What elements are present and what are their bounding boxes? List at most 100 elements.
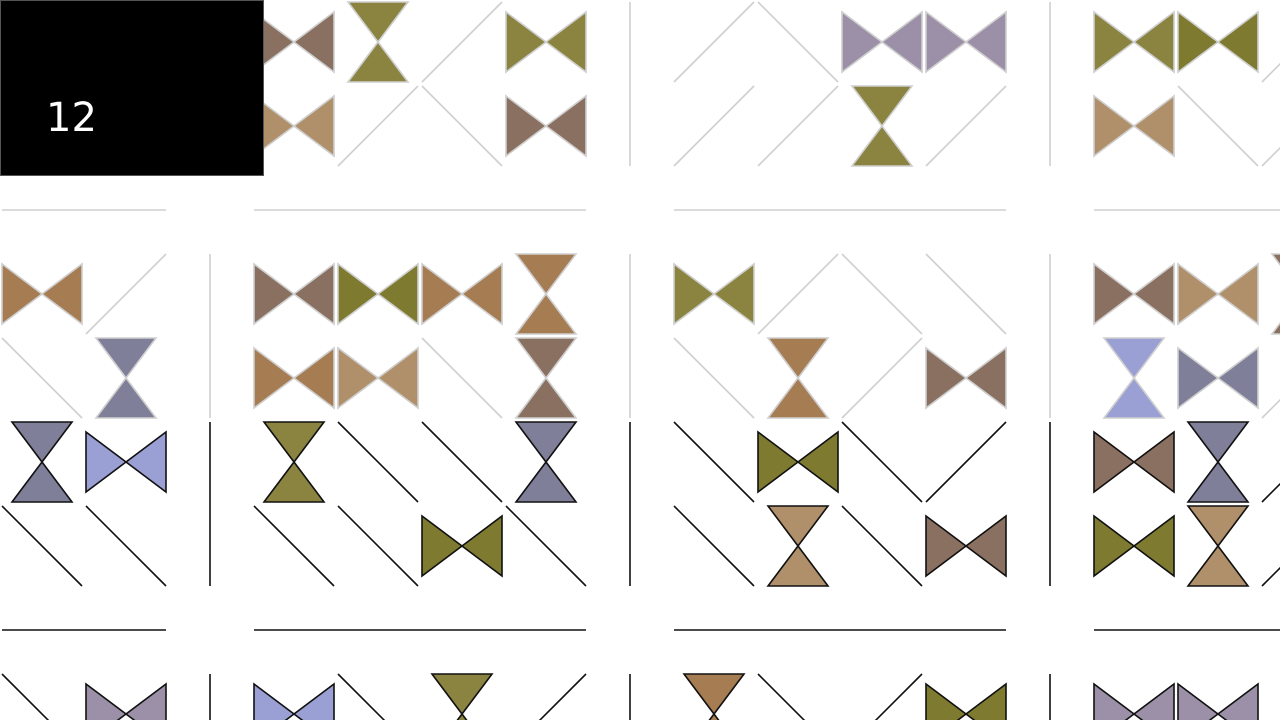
- bowtie-wing: [421, 514, 464, 578]
- bowtie-wing: [1132, 430, 1175, 494]
- tile-diagonal: [673, 1, 755, 83]
- bowtie-wing: [346, 1, 410, 44]
- bowtie-wing: [1216, 262, 1259, 326]
- bowtie-wing: [292, 10, 335, 74]
- bowtie-wing: [514, 292, 578, 335]
- bowtie-wing: [1093, 94, 1136, 158]
- bowtie-wing: [712, 262, 755, 326]
- bowtie-wing: [514, 376, 578, 419]
- tile-diagonal: [874, 673, 923, 720]
- tile-diagonal: [421, 85, 503, 167]
- tile-diagonal: [841, 253, 923, 335]
- bowtie-wing: [1216, 682, 1259, 720]
- bowtie-wing: [1093, 10, 1136, 74]
- bowtie-wing: [430, 673, 494, 716]
- tile-diagonal: [757, 253, 839, 335]
- tile-diagonal: [421, 337, 503, 419]
- bowtie-wing: [1186, 421, 1250, 464]
- tile-diagonal: [841, 337, 923, 419]
- tile-diagonal: [673, 337, 755, 419]
- bowtie-wing: [1093, 682, 1136, 720]
- counter: 12: [46, 95, 97, 141]
- bowtie-wing: [85, 430, 128, 494]
- bowtie-wing: [456, 712, 468, 720]
- tile-diagonal: [1177, 85, 1259, 167]
- bowtie-wing: [1177, 262, 1220, 326]
- bowtie-wing: [253, 262, 296, 326]
- bowtie-wing: [1093, 514, 1136, 578]
- bowtie-wing: [1216, 10, 1259, 74]
- bowtie-wing: [964, 10, 1007, 74]
- tile-diagonal: [757, 85, 839, 167]
- bowtie-wing: [1102, 376, 1166, 419]
- bowtie-wing: [505, 10, 548, 74]
- bowtie-wing: [1132, 262, 1175, 326]
- bowtie-wing: [514, 253, 578, 296]
- tile-diagonal: [1261, 398, 1280, 419]
- bowtie-wing: [1132, 514, 1175, 578]
- bowtie-wing: [253, 682, 296, 720]
- bowtie-wing: [124, 430, 167, 494]
- bowtie-wing: [460, 514, 503, 578]
- bowtie-wing: [673, 262, 716, 326]
- bowtie-wing: [1177, 682, 1220, 720]
- tile-diagonal: [1262, 674, 1280, 720]
- bowtie-wing: [1270, 321, 1280, 335]
- tile-diagonal: [337, 673, 386, 720]
- bowtie-wing: [376, 346, 419, 410]
- bowtie-wing: [1, 262, 44, 326]
- tile-diagonal: [1261, 62, 1280, 83]
- tile-diagonal: [253, 505, 335, 587]
- tile-diagonal: [757, 673, 806, 720]
- bowtie-wing: [1093, 262, 1136, 326]
- bowtie-wing: [337, 262, 380, 326]
- bowtie-wing: [262, 460, 326, 503]
- tile-diagonal: [1, 337, 83, 419]
- bowtie-wing: [766, 337, 830, 380]
- bowtie-wing: [880, 10, 923, 74]
- bowtie-wing: [460, 262, 503, 326]
- bowtie-wing: [292, 94, 335, 158]
- tile-diagonal: [85, 253, 167, 335]
- bowtie-wing: [964, 514, 1007, 578]
- bowtie-wing: [253, 346, 296, 410]
- bowtie-wing: [925, 514, 968, 578]
- bowtie-wing: [841, 10, 884, 74]
- bowtie-wing: [1186, 544, 1250, 587]
- bowtie-wing: [850, 85, 914, 128]
- bowtie-wing: [1186, 505, 1250, 548]
- bowtie-wing: [1270, 253, 1280, 267]
- bowtie-wing: [964, 346, 1007, 410]
- bowtie-wing: [766, 505, 830, 548]
- bowtie-wing: [94, 376, 158, 419]
- bowtie-wing: [796, 430, 839, 494]
- tile-diagonal: [1261, 146, 1280, 167]
- bowtie-wing: [514, 337, 578, 380]
- tile-diagonal: [85, 505, 167, 587]
- tile-diagonal: [1261, 482, 1280, 503]
- bowtie-wing: [292, 682, 335, 720]
- tile-diagonal: [673, 505, 755, 587]
- bowtie-wing: [346, 40, 410, 83]
- bowtie-wing: [682, 673, 746, 716]
- bowtie-wing: [1186, 460, 1250, 503]
- bowtie-wing: [94, 337, 158, 380]
- counter-box: 12: [0, 0, 264, 176]
- bowtie-wing: [262, 421, 326, 464]
- tile-diagonal: [925, 253, 1007, 335]
- tile-diagonal: [1261, 566, 1280, 587]
- tile-diagonal: [841, 505, 923, 587]
- tile-diagonal: [538, 673, 587, 720]
- bowtie-wing: [766, 544, 830, 587]
- bowtie-wing: [10, 421, 74, 464]
- tile-diagonal: [505, 505, 587, 587]
- bowtie-wing: [1132, 10, 1175, 74]
- bowtie-wing: [1132, 94, 1175, 158]
- tile-diagonal: [1, 505, 83, 587]
- bowtie-wing: [1102, 337, 1166, 380]
- tile-diagonal: [421, 421, 503, 503]
- tile-diagonal: [841, 421, 923, 503]
- bowtie-wing: [925, 682, 968, 720]
- bowtie-wing: [292, 346, 335, 410]
- bowtie-wing: [850, 124, 914, 167]
